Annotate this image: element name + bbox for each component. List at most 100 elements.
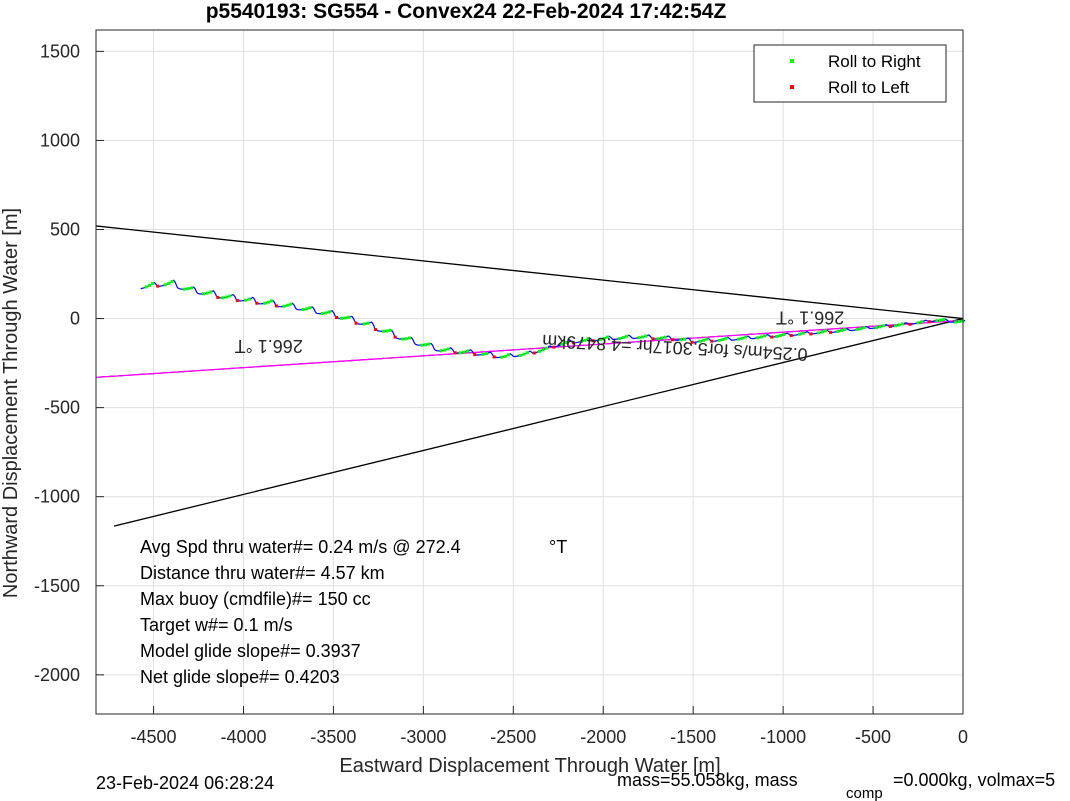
roll-right-marker: [586, 337, 590, 341]
y-tick-label: 0: [70, 309, 80, 329]
y-tick-label: -1500: [34, 576, 80, 596]
roll-right-marker: [942, 318, 946, 322]
y-tick-label: 500: [50, 220, 80, 240]
roll-right-marker: [224, 295, 228, 299]
roll-right-marker: [506, 353, 510, 357]
current-line-solid: [95, 319, 964, 378]
roll-right-marker: [289, 302, 293, 306]
roll-right-marker: [625, 334, 629, 338]
roll-right-marker: [385, 329, 389, 333]
legend-label-roll-left: Roll to Left: [828, 78, 910, 97]
roll-right-marker: [525, 351, 529, 355]
roll-right-marker: [282, 304, 286, 308]
roll-right-marker: [522, 352, 526, 356]
roll-left-marker: [651, 337, 655, 341]
x-tick-label: -3500: [310, 727, 356, 747]
legend: Roll to Right Roll to Left: [753, 44, 947, 103]
roll-right-marker: [324, 311, 328, 315]
current-line: [95, 319, 964, 378]
y-axis-label: Northward Displacement Through Water [m]: [0, 208, 22, 598]
roll-right-marker: [209, 290, 213, 294]
roll-markers: [144, 280, 965, 359]
roll-left-marker: [710, 339, 714, 343]
roll-right-marker: [605, 335, 609, 339]
roll-right-marker: [244, 298, 248, 302]
footer-timestamp: 23-Feb-2024 06:28:24: [96, 773, 274, 793]
roll-right-marker: [920, 320, 924, 324]
summary-max-buoy: Max buoy (cmdfile)#= 150 cc: [140, 589, 371, 609]
roll-left-marker: [274, 304, 278, 308]
chart-title: p5540193: SG554 - Convex24 22-Feb-2024 1…: [206, 0, 727, 23]
roll-right-marker: [743, 335, 747, 339]
legend-marker-roll-right: [790, 59, 794, 63]
roll-right-marker: [736, 337, 740, 341]
roll-left-marker: [473, 353, 477, 357]
x-tick-label: -1000: [760, 727, 806, 747]
footer-mass: mass=55.058kg, mass: [617, 770, 798, 790]
footer-mass-comp: =0.000kg, volmax=5: [893, 770, 1055, 790]
roll-right-marker: [583, 338, 587, 342]
roll-right-marker: [362, 322, 366, 326]
roll-left-marker: [809, 332, 813, 336]
roll-right-marker: [901, 322, 905, 326]
x-tick-label: -4500: [131, 727, 177, 747]
roll-right-marker: [621, 336, 625, 340]
roll-left-marker: [591, 339, 595, 343]
x-tick-label: 0: [958, 727, 968, 747]
x-axis-label: Eastward Displacement Through Water [m]: [339, 755, 720, 777]
roll-left-marker: [156, 284, 160, 288]
roll-right-marker: [465, 349, 469, 353]
roll-left-marker: [571, 341, 575, 345]
roll-right-marker: [170, 280, 174, 284]
x-tick-label: -4000: [220, 727, 266, 747]
roll-right-marker: [247, 297, 251, 301]
roll-right-marker: [537, 349, 541, 353]
roll-right-marker: [724, 336, 728, 340]
roll-right-marker: [407, 336, 411, 340]
roll-right-marker: [301, 308, 305, 312]
rotated-annotation: 266.1 °T: [235, 336, 303, 356]
roll-right-marker: [269, 299, 273, 303]
roll-right-marker: [759, 335, 763, 339]
legend-label-roll-right: Roll to Right: [828, 52, 921, 71]
roll-right-marker: [404, 337, 408, 341]
roll-right-marker: [446, 347, 450, 351]
summary-model-glide-slope: Model glide slope#= 0.3937: [140, 641, 361, 661]
roll-right-marker: [878, 325, 882, 329]
roll-right-marker: [148, 283, 152, 287]
roll-right-marker: [202, 292, 206, 296]
roll-right-marker: [458, 351, 462, 355]
roll-left-marker: [789, 333, 793, 337]
roll-right-marker: [717, 338, 721, 342]
rotated-annotation: 266.1 °T: [776, 307, 844, 327]
roll-right-marker: [840, 328, 844, 332]
roll-right-marker: [801, 331, 805, 335]
roll-right-marker: [564, 341, 568, 345]
roll-left-marker: [828, 330, 832, 334]
roll-right-marker: [702, 338, 706, 342]
roll-right-marker: [836, 329, 840, 333]
legend-marker-roll-left: [790, 85, 794, 89]
heading-cone-lines: [95, 225, 964, 527]
x-tick-label: -1500: [670, 727, 716, 747]
y-ticks: 1500 1000 500 0 -500 -1000 -1500 -2000: [34, 41, 104, 685]
roll-right-marker: [859, 327, 863, 331]
summary-target-w: Target w#= 0.1 m/s: [140, 615, 293, 635]
roll-left-marker: [532, 351, 536, 355]
summary-avg-speed-unit: °T: [549, 537, 567, 557]
axes-background: [96, 30, 963, 714]
roll-right-marker: [855, 328, 859, 332]
roll-right-marker: [420, 343, 424, 347]
axes-frame: [95, 29, 964, 715]
roll-left-marker: [216, 295, 220, 299]
roll-right-marker: [935, 319, 939, 323]
roll-right-marker: [320, 311, 324, 315]
roll-left-marker: [334, 315, 338, 319]
roll-right-marker: [740, 336, 744, 340]
roll-right-marker: [954, 320, 958, 324]
roll-right-marker: [544, 346, 548, 350]
roll-left-marker: [255, 301, 259, 305]
roll-left-marker: [374, 328, 378, 332]
y-tick-label: 1500: [40, 41, 80, 61]
